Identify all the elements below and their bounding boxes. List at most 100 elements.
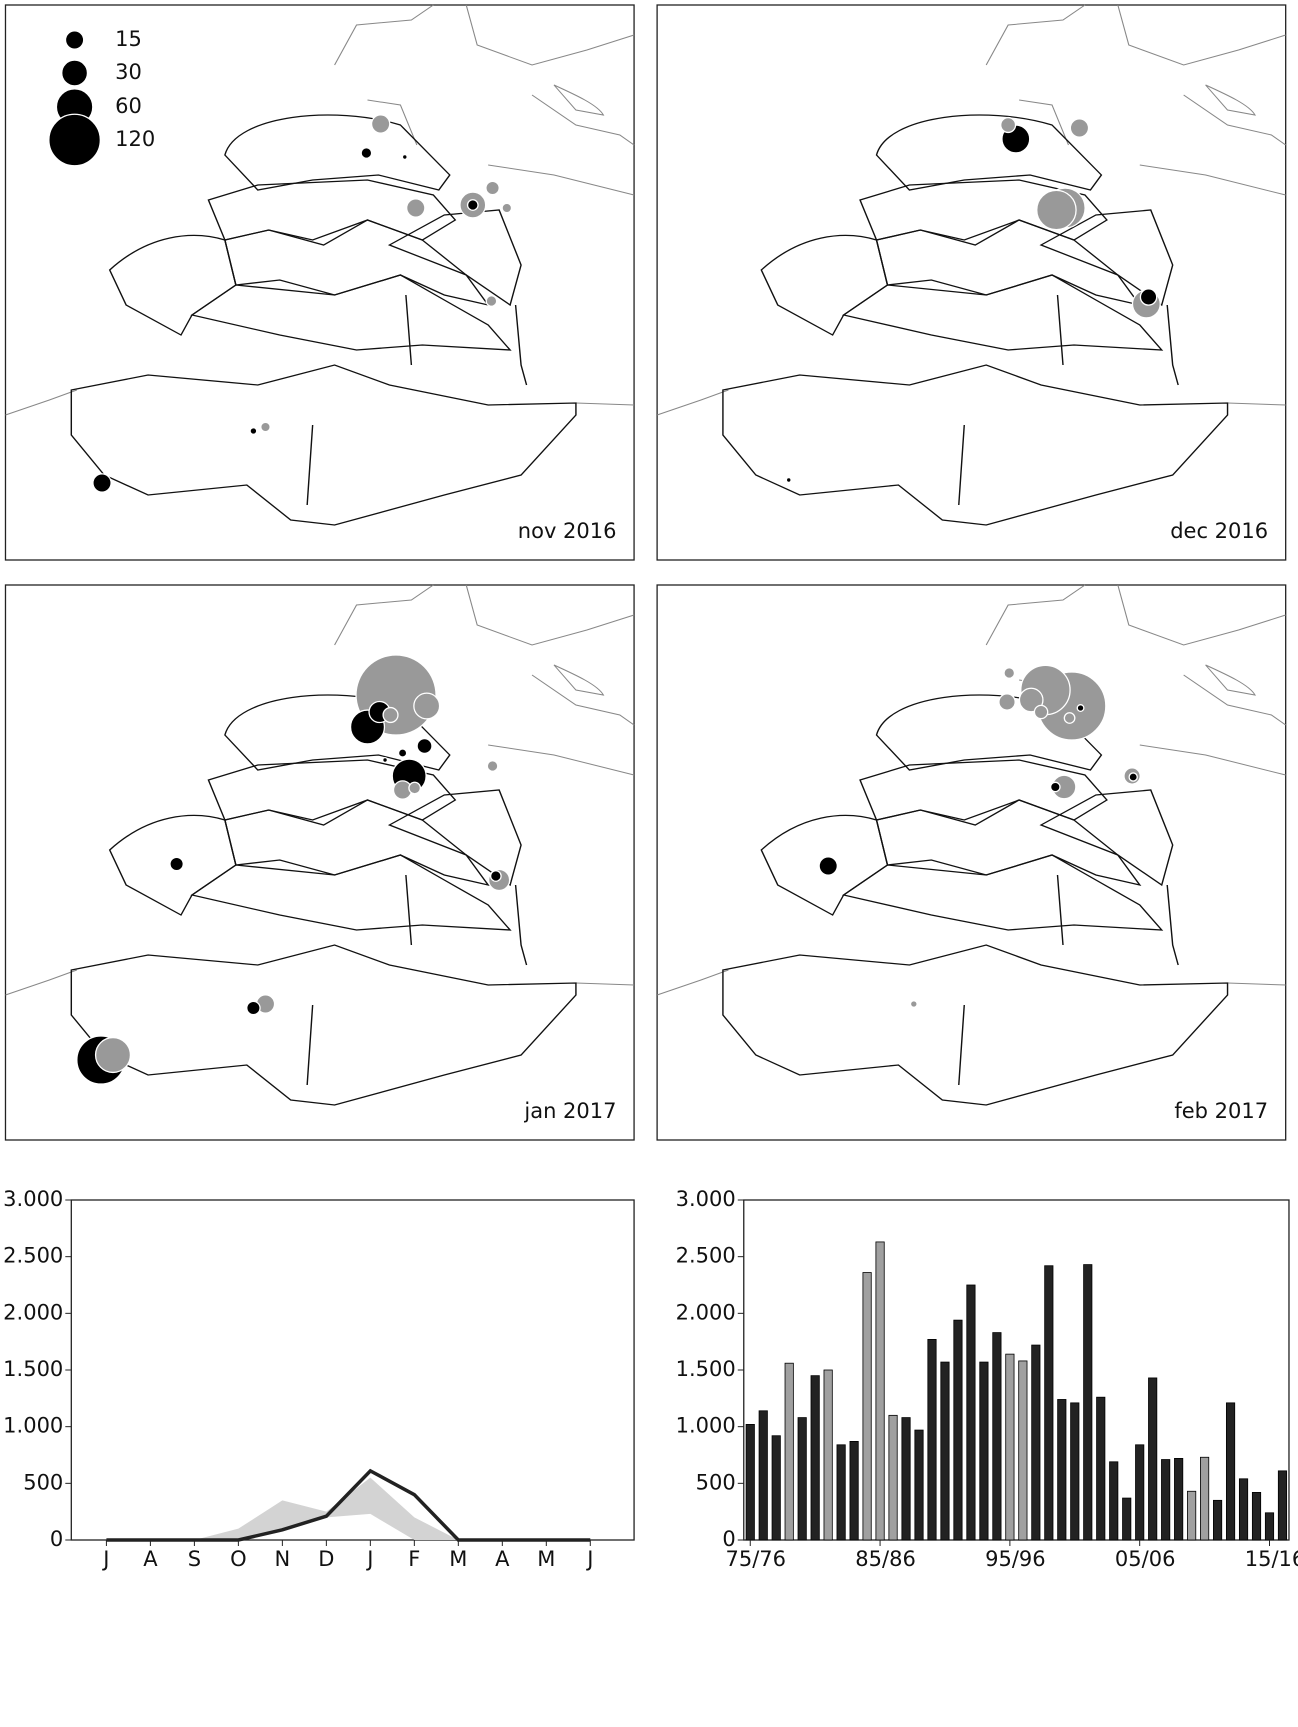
x-tick-label: S [188,1547,201,1571]
bar [1238,1478,1249,1541]
bubble [489,870,502,882]
y-tick-label: 3.000 [3,1187,63,1211]
bar [940,1361,950,1541]
bubble [1069,118,1090,138]
x-tick-label: M [449,1547,467,1571]
bar [836,1444,846,1541]
bar [901,1417,911,1541]
bubble [1139,288,1158,306]
bar [992,1332,1002,1541]
bubble [485,180,500,196]
y-tick-label: 1.500 [676,1357,736,1381]
bubble [260,421,271,433]
bubble [501,202,513,214]
line [106,1468,591,1542]
bubble [1049,781,1061,793]
x-tick-label: A [495,1547,510,1571]
x-tick-label: 85/86 [855,1547,916,1571]
y-tick-label: 0 [722,1527,735,1551]
bar [810,1375,820,1541]
bar [1109,1461,1119,1541]
bar [1187,1490,1197,1541]
bar [1200,1456,1210,1541]
bubble [249,427,258,435]
bubble [466,199,479,211]
bar [1005,1353,1015,1541]
bar [862,1272,872,1541]
bubble [1003,667,1016,679]
bubble [360,147,373,159]
map-label: feb 2017 [1174,1099,1268,1123]
bar [1277,1470,1288,1541]
bubble [818,856,838,876]
bubble [413,692,441,720]
bubble [1128,772,1138,782]
x-tick-label: D [318,1547,334,1571]
y-tick-label: 0 [50,1527,63,1551]
x-tick-label: 75/76 [725,1547,786,1571]
bar [1018,1360,1028,1541]
x-tick-label: J [585,1547,593,1571]
bubble [1063,712,1076,724]
x-tick-label: 05/06 [1115,1547,1176,1571]
bubble [1076,704,1085,712]
bar [953,1319,963,1541]
bar [784,1362,794,1541]
map-outline [656,4,1287,526]
bubble [382,706,399,724]
y-tick-label: 1.000 [3,1414,63,1438]
bar [1161,1459,1171,1541]
y-tick-label: 2.000 [3,1300,63,1324]
y-tick-label: 2.000 [676,1300,736,1324]
map-panel: dec 2016 [656,4,1287,561]
bar [927,1339,937,1541]
bar [823,1369,833,1541]
y-tick-label: 500 [696,1470,736,1494]
bubble [382,756,389,763]
map-label: nov 2016 [518,519,617,543]
bar [849,1441,859,1541]
y-tick-label: 500 [23,1470,63,1494]
map-outline [4,584,635,1106]
bar [1135,1444,1145,1541]
legend-label: 60 [115,94,142,118]
bar [1096,1396,1106,1541]
bar [979,1361,989,1541]
legend-label: 30 [115,60,142,84]
map-outline [4,4,635,526]
bubble [416,737,433,755]
bar [888,1414,898,1541]
bubble [397,748,408,758]
bubble [1036,189,1077,231]
panel-frame [4,4,635,561]
bar [914,1429,924,1541]
x-tick-label: F [408,1547,420,1571]
bubble [401,153,408,160]
bar [966,1284,976,1541]
bubble [485,295,498,307]
bar [1264,1512,1275,1541]
panel-frame [656,4,1287,561]
bar [758,1410,768,1541]
bubble [909,1000,918,1008]
bar [1083,1264,1093,1541]
y-tick-label: 1.000 [676,1414,736,1438]
legend-bubble [48,113,101,167]
bar [745,1424,755,1541]
bubble [1000,116,1017,134]
bar [1031,1344,1041,1541]
legend-label: 15 [115,27,142,51]
bubble [998,693,1016,711]
bar [1148,1377,1158,1541]
x-tick-label: 95/96 [985,1547,1046,1571]
map-panel: feb 2017 [656,584,1287,1141]
map-label: jan 2017 [523,1099,616,1123]
x-tick-label: J [365,1547,373,1571]
y-tick-label: 3.000 [676,1187,736,1211]
bar [1174,1458,1184,1541]
map-panel: nov 2016 15 30 60 120 [4,4,635,561]
bubble [169,856,184,872]
bar [1122,1497,1132,1541]
bar [1044,1265,1054,1541]
